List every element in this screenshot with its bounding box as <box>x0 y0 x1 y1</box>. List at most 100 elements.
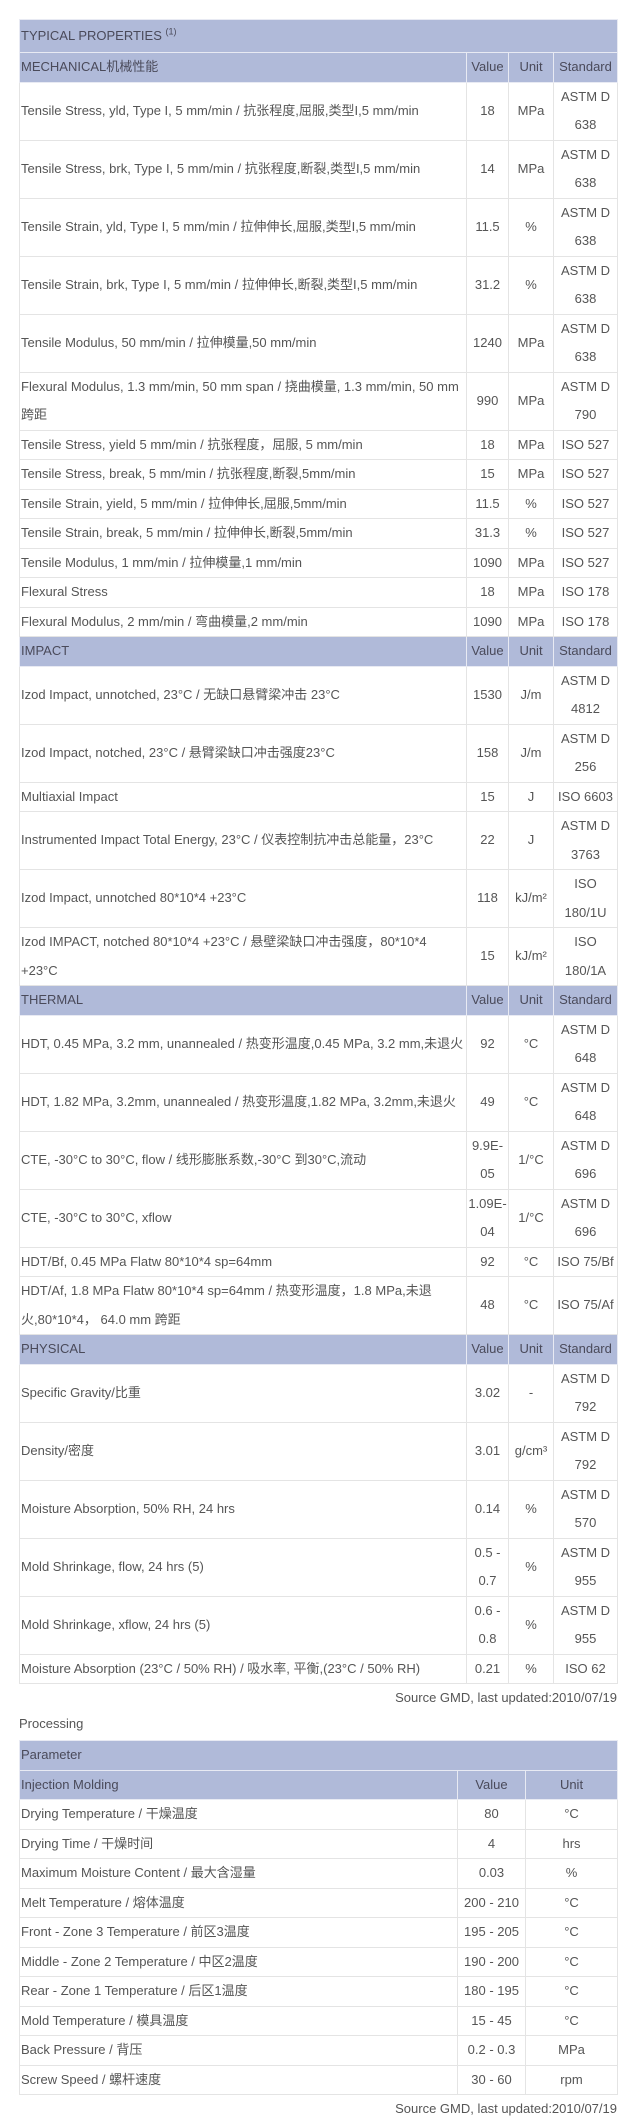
section-title: THERMAL <box>19 985 467 1016</box>
parameter-value: 30 - 60 <box>457 2064 526 2095</box>
property-name: Izod Impact, notched, 23°C / 悬臂梁缺口冲击强度23… <box>19 723 467 783</box>
table-row: Instrumented Impact Total Energy, 23°C /… <box>19 811 618 870</box>
property-unit: J/m <box>508 723 554 783</box>
property-name: Moisture Absorption, 50% RH, 24 hrs <box>19 1479 467 1539</box>
property-name: HDT/Af, 1.8 MPa Flatw 80*10*4 sp=64mm / … <box>19 1276 467 1335</box>
column-header-standard: Standard <box>553 1334 618 1365</box>
table-row: Flexural Modulus, 1.3 mm/min, 50 mm span… <box>19 371 618 431</box>
property-value: 15 <box>466 927 509 986</box>
parameter-value: 0.03 <box>457 1858 526 1889</box>
parameter-title-row: Parameter <box>19 1740 618 1771</box>
parameter-unit: rpm <box>525 2064 618 2095</box>
property-unit: J/m <box>508 665 554 725</box>
property-name: HDT/Bf, 0.45 MPa Flatw 80*10*4 sp=64mm <box>19 1246 467 1277</box>
property-unit: °C <box>508 1014 554 1074</box>
property-unit: kJ/m² <box>508 869 554 928</box>
parameter-value: 0.2 - 0.3 <box>457 2035 526 2066</box>
parameter-name: Mold Temperature / 模具温度 <box>19 2005 458 2036</box>
parameter-value: 180 - 195 <box>457 1976 526 2007</box>
property-standard: ISO 6603 <box>553 781 618 812</box>
table-row: HDT, 0.45 MPa, 3.2 mm, unannealed / 热变形温… <box>19 1014 618 1074</box>
source-note: Source GMD, last updated:2010/07/19 <box>395 2101 617 2116</box>
parameter-name: Drying Time / 干燥时间 <box>19 1828 458 1859</box>
table-row: Specific Gravity/比重 3.02- ASTM D 792 <box>19 1363 618 1423</box>
table-row: Izod IMPACT, notched 80*10*4 +23°C / 悬壁梁… <box>19 927 618 986</box>
column-header-value: Value <box>466 52 509 83</box>
column-header-value: Value <box>466 636 509 667</box>
source-note: Source GMD, last updated:2010/07/19 <box>395 1690 617 1705</box>
section-title: MECHANICAL机械性能 <box>19 52 467 83</box>
property-value: 1090 <box>466 606 509 637</box>
property-standard: ISO 75/Bf <box>553 1246 618 1277</box>
property-standard: ISO 178 <box>553 606 618 637</box>
property-value: 158 <box>466 723 509 783</box>
property-value: 990 <box>466 371 509 431</box>
property-value: 1240 <box>466 313 509 373</box>
section-title: PHYSICAL <box>19 1334 467 1365</box>
property-name: Moisture Absorption (23°C / 50% RH) / 吸水… <box>19 1653 467 1684</box>
typical-properties-table: TYPICAL PROPERTIES (1) MECHANICAL机械性能 Val… <box>19 19 618 1684</box>
property-name: HDT, 1.82 MPa, 3.2mm, unannealed / 热变形温度… <box>19 1072 467 1132</box>
property-value: 11.5 <box>466 488 509 519</box>
property-standard: ISO 527 <box>553 429 618 460</box>
table-row: Izod Impact, unnotched 80*10*4 +23°C 118 k… <box>19 869 618 928</box>
column-header-standard: Standard <box>553 985 618 1016</box>
table-row: Density/密度 3.01 g/cm³ ASTM D 792 <box>19 1421 618 1481</box>
table-row: Moisture Absorption, 50% RH, 24 hrs 0.14%… <box>19 1479 618 1539</box>
property-unit: % <box>508 1479 554 1539</box>
property-value: 22 <box>466 811 509 870</box>
table-row: Mold Shrinkage, xflow, 24 hrs (5) 0.6 - 0… <box>19 1595 618 1655</box>
section-title: IMPACT <box>19 636 467 667</box>
table-row: CTE, -30°C to 30°C, flow / 线形膨胀系数,-30°C … <box>19 1130 618 1190</box>
property-standard: ISO 180/1A <box>553 927 618 986</box>
property-value: 0.5 - 0.7 <box>466 1537 509 1597</box>
property-value: 0.21 <box>466 1653 509 1684</box>
property-value: 15 <box>466 781 509 812</box>
parameter-name: Drying Temperature / 干燥温度 <box>19 1799 458 1830</box>
property-standard: ASTM D 955 <box>553 1537 618 1597</box>
column-header-unit: Unit <box>508 636 554 667</box>
section-header-injection-molding: Injection Molding Value Unit <box>19 1769 618 1800</box>
property-unit: MPa <box>508 577 554 608</box>
property-value: 1530 <box>466 665 509 725</box>
parameter-value: 190 - 200 <box>457 1946 526 1977</box>
column-header-standard: Standard <box>553 636 618 667</box>
table-row: Screw Speed / 螺杆速度 30 - 60 rpm <box>19 2064 618 2095</box>
property-standard: ASTM D 638 <box>553 81 618 141</box>
processing-table: Parameter Injection Molding Value Unit D… <box>19 1740 618 2095</box>
property-standard: ASTM D 570 <box>553 1479 618 1539</box>
property-value: 92 <box>466 1014 509 1074</box>
property-standard: ASTM D 4812 <box>553 665 618 725</box>
parameter-unit: MPa <box>525 2035 618 2066</box>
property-value: 48 <box>466 1276 509 1335</box>
property-value: 49 <box>466 1072 509 1132</box>
table-row: Drying Time / 干燥时间 4 hrs <box>19 1828 618 1859</box>
property-name: Multiaxial Impact <box>19 781 467 812</box>
property-unit: % <box>508 1653 554 1684</box>
property-value: 1.09E-04 <box>466 1188 509 1248</box>
property-unit: 1/°C <box>508 1130 554 1190</box>
property-name: Tensile Stress, break, 5 mm/min / 抗张程度,断… <box>19 459 467 490</box>
property-standard: ISO 180/1U <box>553 869 618 928</box>
table-row: Mold Temperature / 模具温度 15 - 45 °C <box>19 2005 618 2036</box>
property-unit: °C <box>508 1276 554 1335</box>
property-value: 15 <box>466 459 509 490</box>
property-unit: °C <box>508 1246 554 1277</box>
processing-heading: Processing <box>19 1716 84 1731</box>
table-row: Front - Zone 3 Temperature / 前区3温度 195 - … <box>19 1917 618 1948</box>
property-unit: kJ/m² <box>508 927 554 986</box>
table-row: Flexural Modulus, 2 mm/min / 弯曲模量,2 mm/m… <box>19 606 618 637</box>
property-name: Specific Gravity/比重 <box>19 1363 467 1423</box>
table-row: Moisture Absorption (23°C / 50% RH) / 吸水… <box>19 1653 618 1684</box>
property-standard: ASTM D 696 <box>553 1188 618 1248</box>
property-standard: ISO 527 <box>553 459 618 490</box>
parameter-value: 15 - 45 <box>457 2005 526 2036</box>
table-row: CTE, -30°C to 30°C, xflow 1.09E-04 1/°C AST… <box>19 1188 618 1248</box>
property-standard: ASTM D 638 <box>553 255 618 315</box>
parameter-unit: °C <box>525 1946 618 1977</box>
property-unit: MPa <box>508 429 554 460</box>
table-row: Tensile Modulus, 1 mm/min / 拉伸模量,1 mm/mi… <box>19 547 618 578</box>
property-name: Izod Impact, unnotched, 23°C / 无缺口悬臂梁冲击 … <box>19 665 467 725</box>
table-row: HDT, 1.82 MPa, 3.2mm, unannealed / 热变形温度… <box>19 1072 618 1132</box>
property-standard: ISO 527 <box>553 518 618 549</box>
